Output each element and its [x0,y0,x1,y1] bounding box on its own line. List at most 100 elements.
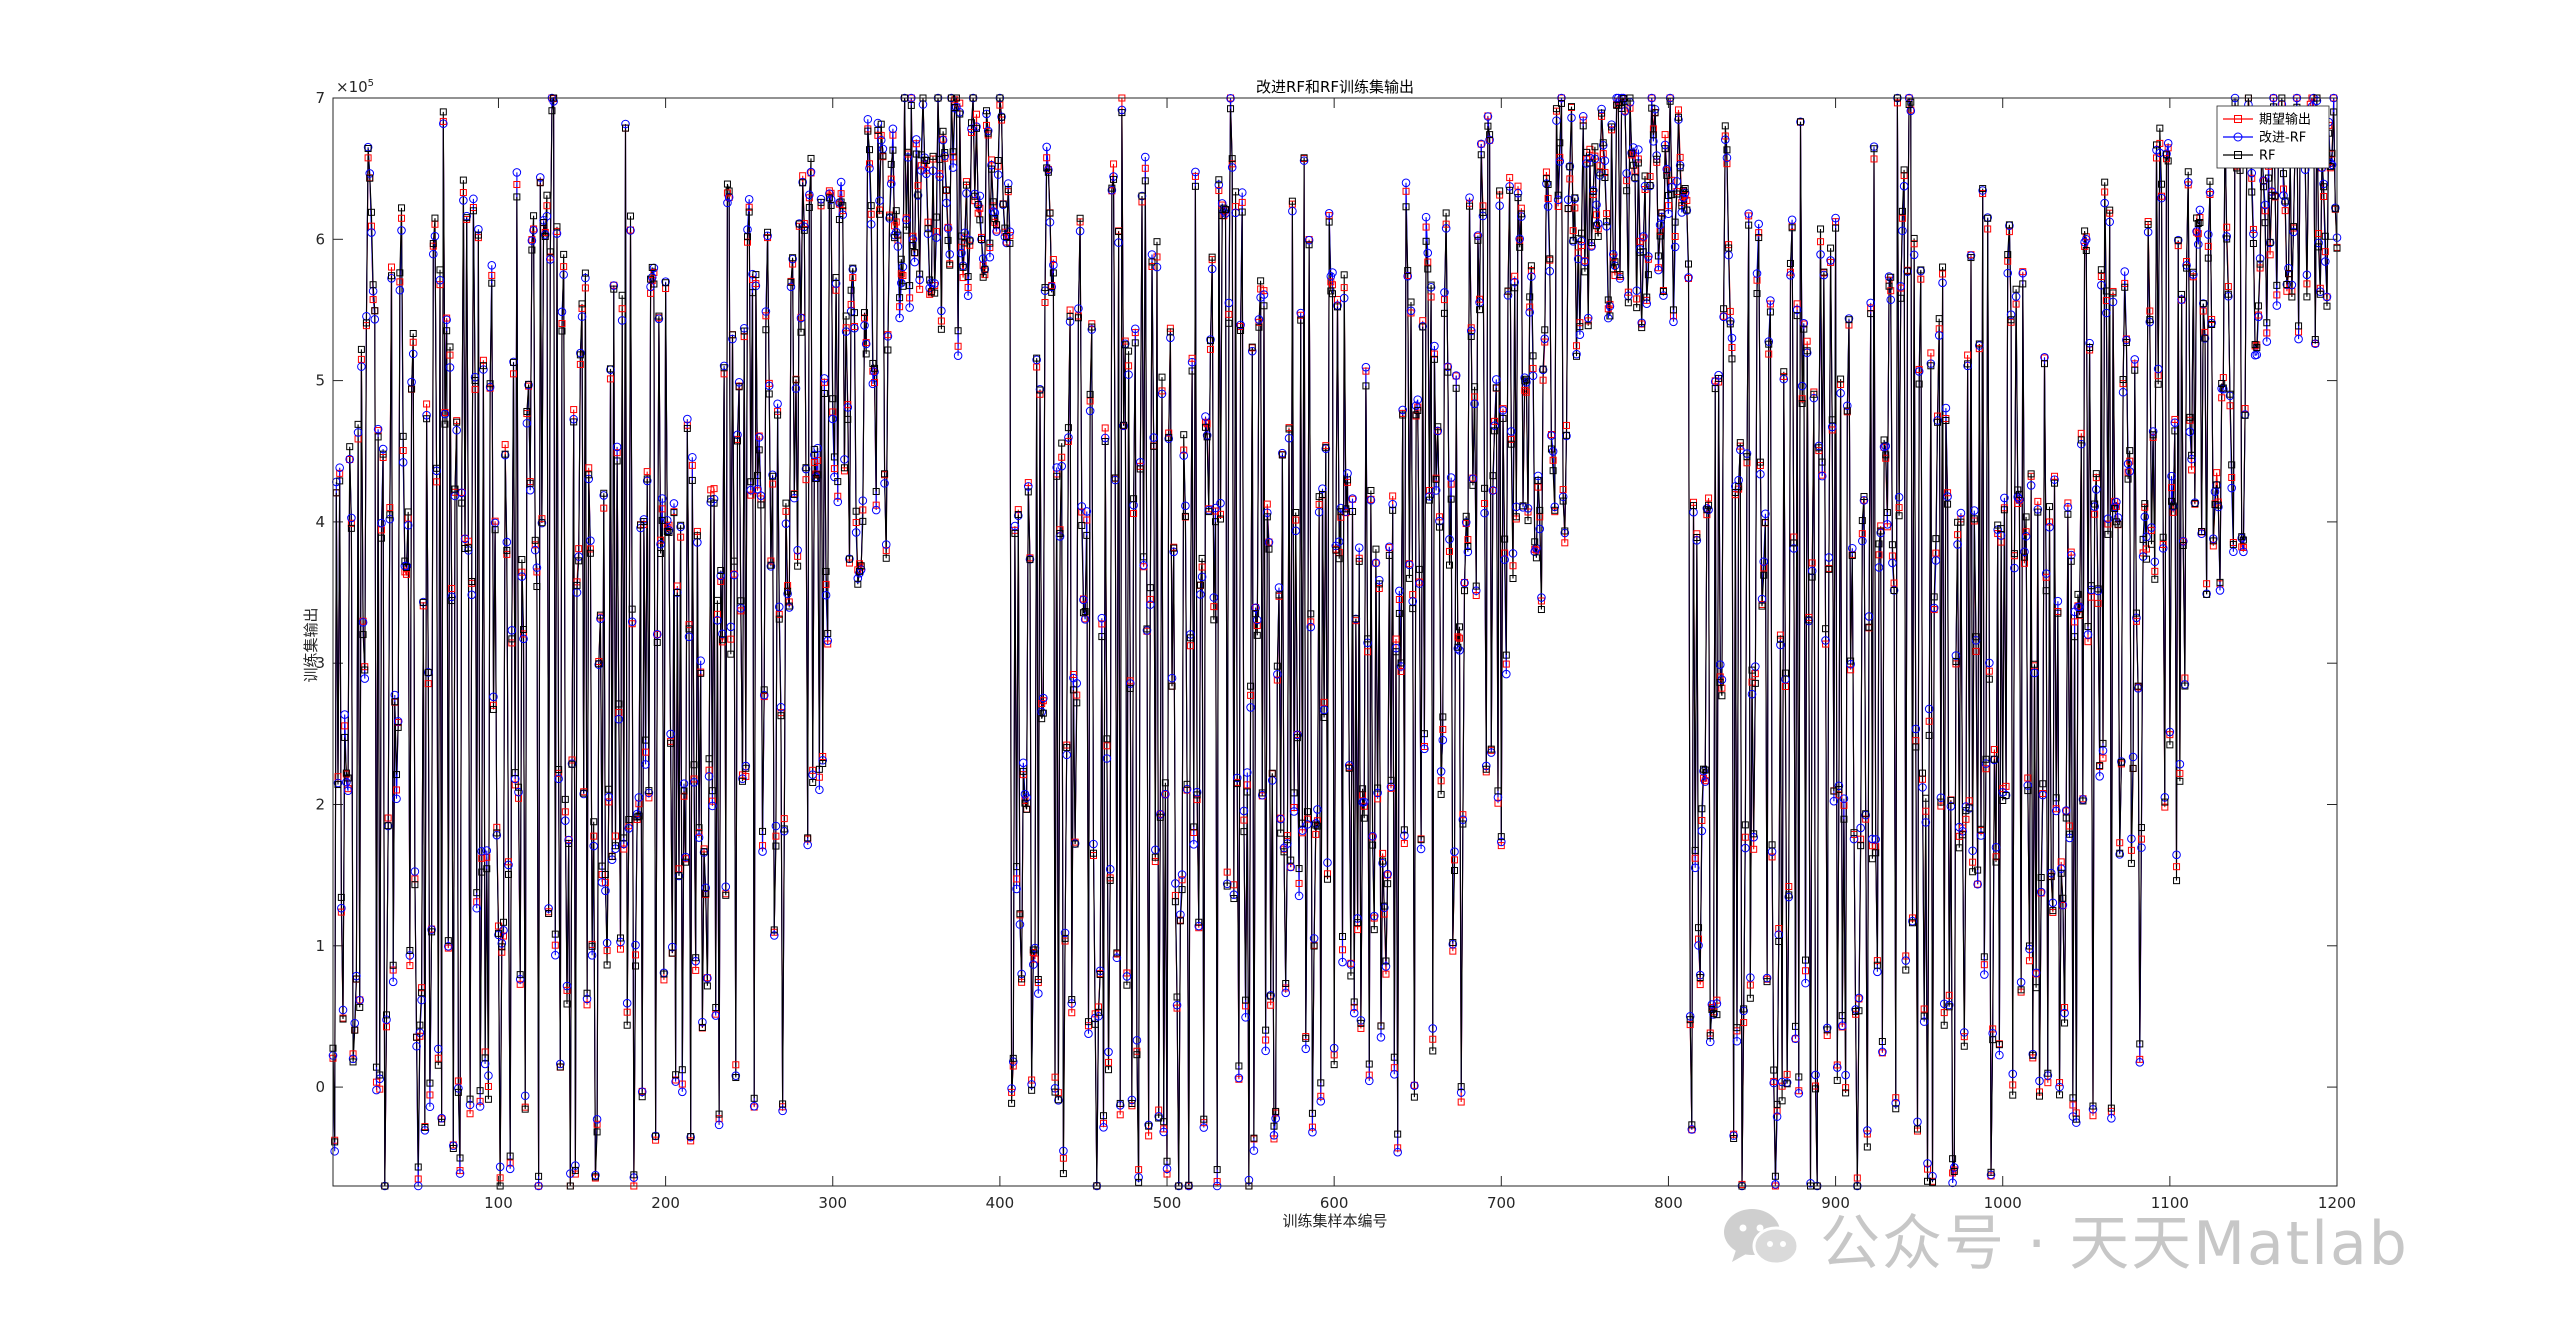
data-point [1964,360,1972,368]
data-point [897,255,905,263]
data-point [372,1085,381,1095]
data-point [558,327,566,335]
data-point [1169,547,1179,557]
data-point [682,858,690,866]
data-point [424,680,432,688]
data-point [1243,788,1251,796]
data-point [1297,316,1305,324]
data-point [1931,556,1941,565]
data-point [557,307,567,317]
data-point [581,273,590,283]
data-point [428,249,438,259]
data-point [1875,551,1883,559]
data-point [738,774,747,783]
data-point [1831,213,1840,223]
data-point [894,231,902,239]
data-point [1924,1165,1932,1173]
data-point [1974,880,1982,888]
data-point [745,208,753,216]
data-point [1191,172,1199,180]
data-point [2005,228,2013,236]
data-point [1283,839,1292,848]
data-point [1449,939,1457,947]
data-point [1845,316,1853,324]
data-point [811,472,821,482]
data-point [432,466,441,476]
data-point [1548,447,1558,456]
data-point [1099,1123,1108,1132]
data-point [670,509,678,517]
data-point [1516,243,1524,251]
data-point [1096,971,1104,979]
data-point [767,561,775,569]
data-point [1766,300,1774,308]
data-point [808,770,817,779]
data-point [2219,384,2227,392]
data-point [2089,1102,2097,1110]
data-point [2088,1104,2098,1114]
data-point [638,1093,646,1101]
data-point [1987,1168,1995,1176]
data-point [1342,505,1350,513]
legend-label: RF [2259,149,2276,164]
data-point [1059,1154,1067,1162]
data-point [1816,250,1825,259]
data-point [1150,442,1158,450]
data-point [363,142,373,152]
data-point [2032,984,2040,992]
data-point [681,852,690,862]
data-point [1379,857,1387,865]
data-point [1892,1094,1900,1102]
data-point [642,748,650,756]
data-point [1370,926,1378,934]
data-point [1411,401,1421,411]
data-point [346,443,354,451]
data-point [2031,968,2041,978]
data-point [1263,500,1271,508]
data-point [1507,440,1515,448]
data-point [2204,242,2212,250]
data-point [1263,513,1271,521]
data-point [1086,397,1094,405]
data-point [907,101,915,109]
data-point [742,764,750,772]
data-point [1885,282,1893,290]
data-point [2141,500,2149,508]
data-point [1969,868,1977,876]
data-point [726,622,736,632]
data-point [2160,792,2170,802]
data-point [439,119,448,128]
data-point [2061,1019,2069,1027]
data-point [1842,1089,1850,1097]
data-point [2026,481,2036,490]
data-point [1739,1006,1748,1016]
data-point [1251,603,1260,613]
data-point [1698,816,1706,824]
data-point [523,407,531,415]
data-point [820,378,828,386]
data-point [1746,973,1755,982]
data-point [835,216,843,224]
data-point [1469,481,1477,489]
data-point [1878,1047,1887,1057]
data-point [1439,725,1447,733]
data-point [1161,779,1169,787]
data-point [898,262,908,272]
data-point [2002,782,2010,790]
data-point [769,480,777,488]
data-point [1396,662,1406,671]
data-point [1705,1037,1715,1047]
data-point [1107,185,1117,195]
data-point [1022,793,1031,802]
data-point [1262,1036,1270,1044]
data-point [1744,209,1753,218]
data-point [994,156,1002,164]
data-point [2295,322,2303,330]
data-point [455,1169,465,1178]
data-point [1374,795,1382,803]
data-point [1325,218,1333,226]
data-point [1490,421,1499,431]
data-point [880,479,889,488]
data-point [1586,159,1594,167]
